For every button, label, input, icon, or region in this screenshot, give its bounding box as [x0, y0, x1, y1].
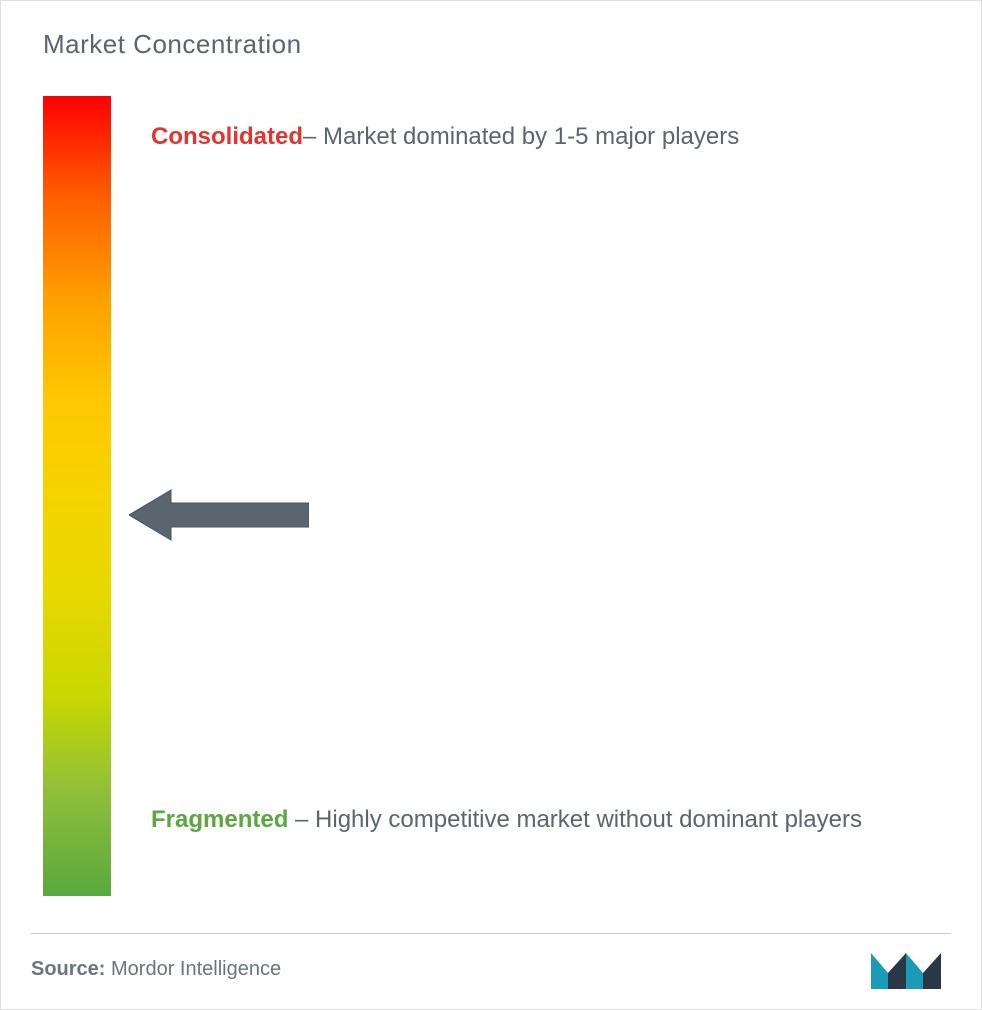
source-attribution: Source: Mordor Intelligence	[31, 958, 281, 981]
concentration-gradient-bar	[43, 96, 111, 896]
footer-divider	[31, 933, 951, 934]
chart-title: Market Concentration	[43, 29, 302, 60]
consolidated-description: Consolidated– Market dominated by 1-5 ma…	[151, 111, 931, 164]
source-value: Mordor Intelligence	[105, 958, 281, 980]
fragmented-text: – Highly competitive market without domi…	[288, 806, 862, 833]
mordor-logo-icon	[871, 947, 941, 989]
infographic-container: Market Concentration Consolidated– Marke…	[0, 0, 982, 1010]
fragmented-description: Fragmented – Highly competitive market w…	[151, 794, 931, 847]
consolidated-term: Consolidated	[151, 123, 303, 150]
consolidated-text: – Market dominated by 1-5 major players	[303, 123, 739, 150]
fragmented-term: Fragmented	[151, 806, 288, 833]
position-arrow-icon	[129, 486, 309, 544]
source-label: Source:	[31, 958, 105, 980]
